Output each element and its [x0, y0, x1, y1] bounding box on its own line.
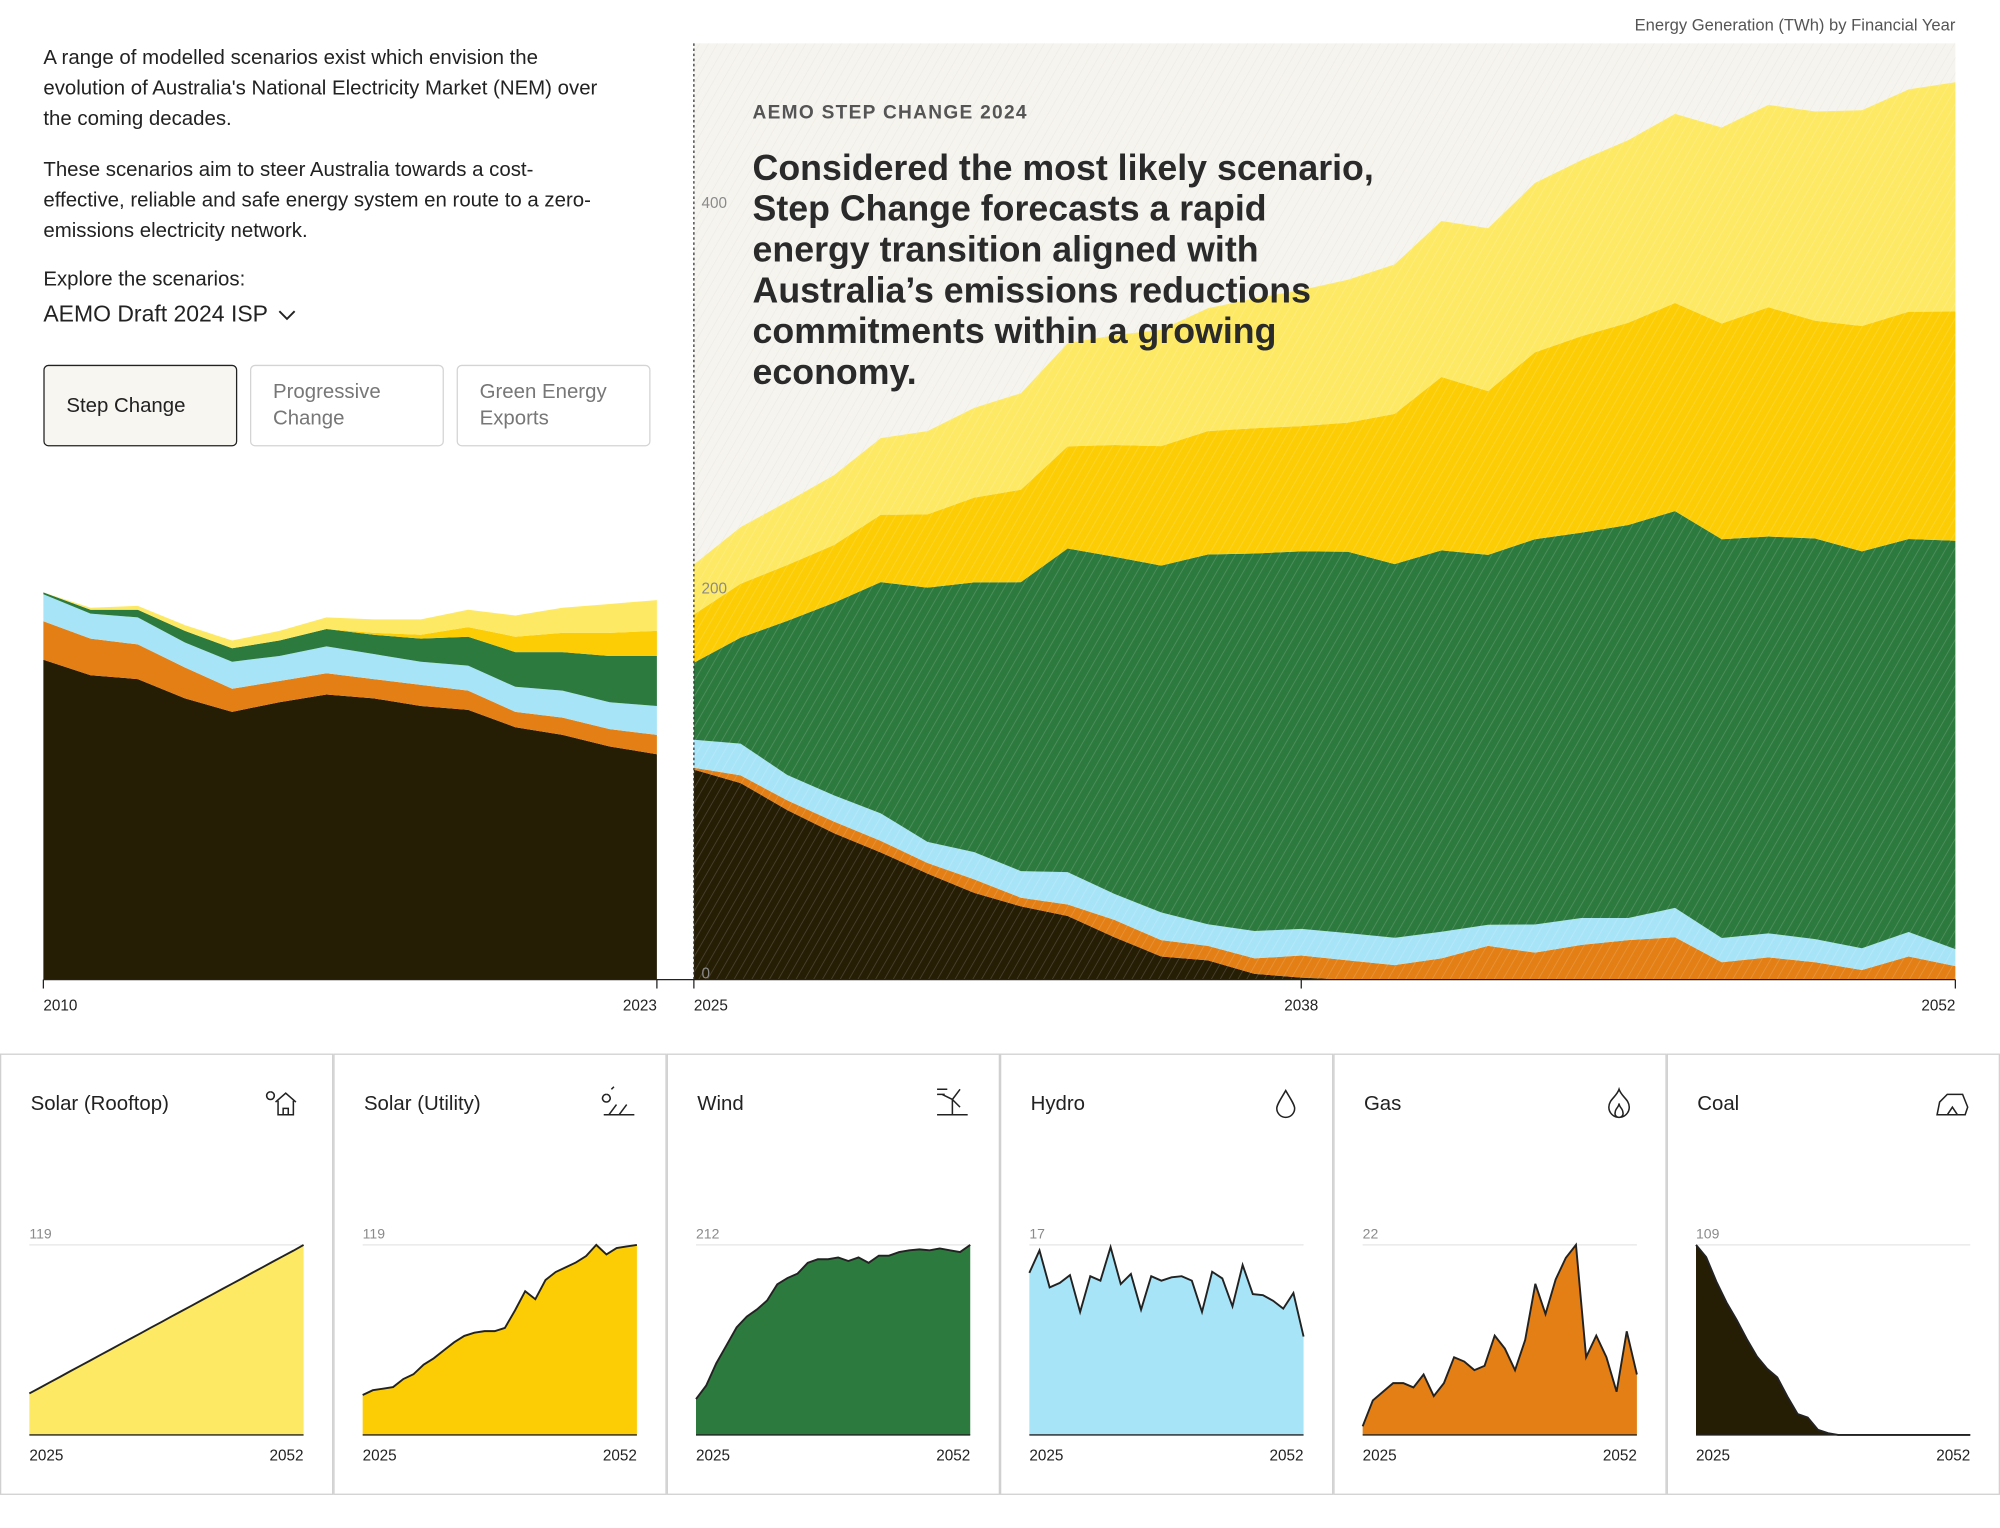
panel-icon	[937, 1088, 968, 1116]
y-tick-label: 17	[1029, 1225, 1045, 1241]
area	[43, 592, 657, 656]
panel-line	[28, 1244, 305, 1395]
scenario-button[interactable]: Step Change	[43, 364, 238, 447]
scenario-buttons: Step Change Progressive Change Green Energ…	[43, 364, 651, 447]
panel-area	[29, 1244, 304, 1435]
dataset-dropdown[interactable]: AEMO Draft 2024 ISP	[43, 301, 296, 328]
area	[43, 621, 657, 755]
x-tick-label: 2025	[1696, 1448, 1730, 1465]
panel-icon	[1608, 1086, 1631, 1119]
x-tick-label: 2025	[694, 997, 728, 1014]
panel-icon	[265, 1091, 297, 1116]
panel-title: Wind	[697, 1093, 743, 1115]
explore-label: Explore the scenarios:	[43, 269, 246, 291]
panel-area	[362, 1244, 637, 1435]
x-tick-label: 2025	[1363, 1448, 1397, 1465]
panel-title: Coal	[1697, 1093, 1739, 1115]
area	[43, 594, 657, 735]
area	[43, 659, 657, 980]
x-tick-label: 2052	[270, 1448, 304, 1465]
x-tick-label: 2052	[1921, 997, 1955, 1014]
axis-title: Energy Generation (TWh) by Financial Yea…	[1634, 15, 1956, 35]
panel-icon	[601, 1086, 635, 1116]
x-tick-label: 2025	[1029, 1448, 1063, 1465]
panel-title: Hydro	[1031, 1093, 1085, 1115]
panel-area	[1362, 1244, 1637, 1435]
x-tick-label: 2052	[1603, 1448, 1637, 1465]
panel-line	[695, 1244, 971, 1400]
area	[43, 592, 657, 707]
panel-icon	[1276, 1089, 1296, 1119]
x-tick-label: 2052	[936, 1448, 970, 1465]
panel-line	[1361, 1242, 1638, 1427]
y-tick-label: 212	[696, 1225, 720, 1241]
y-tick-label: 119	[363, 1225, 386, 1241]
panel-title: Gas	[1364, 1093, 1401, 1115]
scenario-kicker: AEMO STEP CHANGE 2024	[752, 102, 1028, 124]
panel-title: Solar (Utility)	[364, 1093, 481, 1115]
x-tick-label: 2052	[603, 1448, 637, 1465]
y-tick-label: 400	[702, 195, 728, 212]
scenario-button[interactable]: Green Energy Exports	[456, 364, 651, 447]
panel-area	[1696, 1244, 1971, 1435]
x-tick-label: 2038	[1284, 997, 1318, 1014]
x-tick-label: 2010	[43, 997, 77, 1014]
chevron	[278, 309, 296, 320]
panel-area	[696, 1244, 971, 1435]
x-tick-label: 2025	[29, 1448, 63, 1465]
panel-line	[1028, 1243, 1305, 1337]
dataset-label: AEMO Draft 2024 ISP	[43, 301, 268, 327]
panel-icon	[1936, 1093, 1969, 1116]
intro-paragraph: These scenarios aim to steer Australia t…	[43, 159, 591, 243]
x-tick-label: 2052	[1936, 1448, 1970, 1465]
area	[43, 592, 657, 649]
scenario-annotation: Considered the most likely scenario, Ste…	[752, 147, 1374, 392]
x-tick-label: 2025	[696, 1448, 730, 1465]
y-tick-label: 119	[29, 1225, 52, 1241]
panel-area	[1029, 1247, 1304, 1435]
panel-line	[362, 1243, 638, 1396]
intro: A range of modelled scenarios exist whic…	[43, 43, 604, 267]
panel-title: Solar (Rooftop)	[31, 1093, 169, 1115]
x-tick-label: 2052	[1270, 1448, 1304, 1465]
y-tick-label: 0	[702, 966, 711, 983]
x-tick-label: 2023	[623, 997, 657, 1014]
y-tick-label: 200	[702, 580, 728, 597]
area-texture	[693, 43, 1956, 980]
y-tick-label: 109	[1696, 1225, 1720, 1241]
x-tick-label: 2025	[363, 1448, 397, 1465]
scenario-button[interactable]: Progressive Change	[249, 364, 444, 447]
intro-paragraph: A range of modelled scenarios exist whic…	[43, 47, 598, 131]
y-tick-label: 22	[1363, 1225, 1379, 1241]
